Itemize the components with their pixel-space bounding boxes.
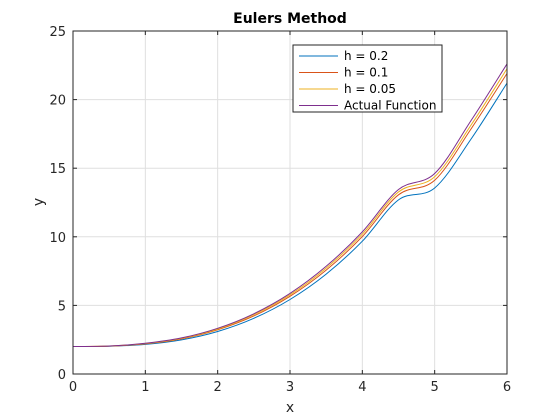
legend-label: h = 0.2 — [344, 49, 388, 63]
y-axis-ticks: 0 5 10 15 20 25 — [49, 25, 507, 383]
legend-label: h = 0.05 — [344, 82, 396, 96]
series-line-3 — [72, 63, 508, 348]
x-tick-label: 0 — [69, 380, 77, 395]
series-lines — [72, 63, 508, 348]
legend: h = 0.2 h = 0.1 h = 0.05 Actual Function — [292, 44, 443, 113]
x-tick-label: 4 — [358, 380, 366, 395]
x-tick-label: 5 — [431, 380, 439, 395]
y-tick-label: 20 — [49, 94, 66, 109]
y-tick-label: 0 — [58, 368, 66, 383]
x-axis-ticks: 0 1 2 3 4 5 6 — [69, 31, 511, 395]
y-tick-label: 5 — [58, 299, 66, 314]
legend-label: h = 0.1 — [344, 66, 388, 80]
x-tick-label: 1 — [141, 380, 149, 395]
chart-title: Eulers Method — [233, 11, 347, 27]
y-tick-label: 10 — [49, 231, 66, 246]
legend-label: Actual Function — [344, 99, 436, 113]
y-tick-label: 15 — [49, 162, 66, 177]
y-tick-label: 25 — [49, 25, 66, 40]
y-axis-label: y — [31, 198, 47, 206]
x-axis-label: x — [286, 400, 294, 416]
x-tick-label: 2 — [214, 380, 222, 395]
x-tick-label: 6 — [503, 380, 511, 395]
x-tick-label: 3 — [286, 380, 294, 395]
series-line-0 — [72, 82, 508, 348]
